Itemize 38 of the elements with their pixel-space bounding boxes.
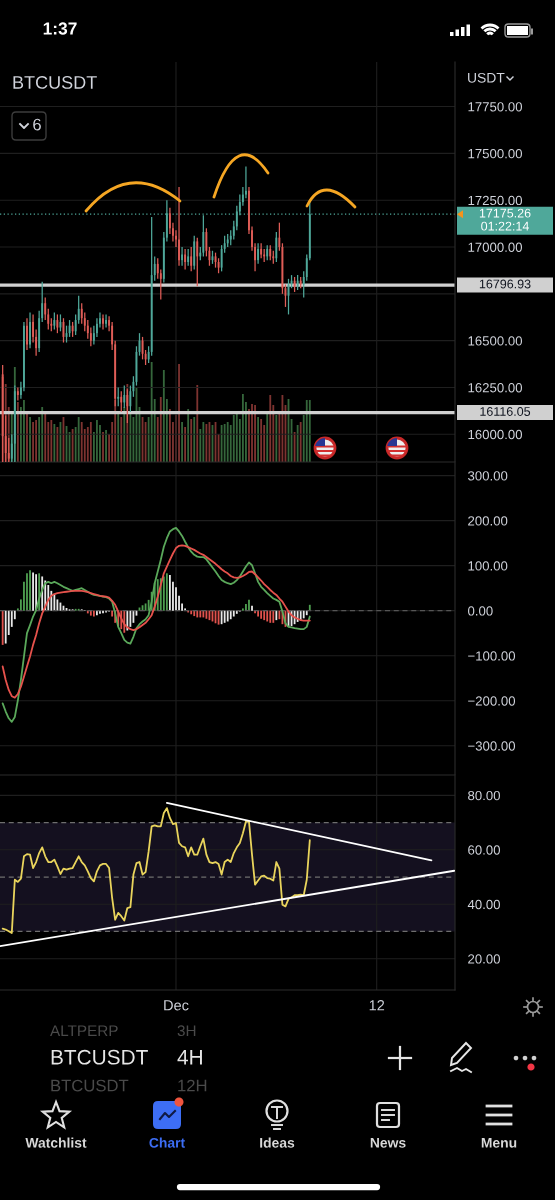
annotation: 6 <box>33 118 41 131</box>
text: Watchlist <box>25 1137 87 1148</box>
text: Menu <box>481 1138 517 1148</box>
text: 12H <box>178 1079 207 1092</box>
y-tick-label: 17000.00 <box>468 242 523 252</box>
y-tick-label: −100.00 <box>468 651 516 661</box>
y-tick-label: 17250.00 <box>468 195 523 206</box>
text: ALTPERP <box>50 1025 118 1036</box>
y-tick-label: 17500.00 <box>468 148 523 159</box>
y-tick-label: 100.00 <box>468 561 508 571</box>
ref-line-label: 16116.05 <box>480 407 531 416</box>
text: BTCUSDT <box>13 76 97 89</box>
text: News <box>370 1138 406 1148</box>
y-tick-label: −200.00 <box>468 696 516 706</box>
ref-line-label: 16796.93 <box>479 279 531 289</box>
y-tick-label: 300.00 <box>468 471 508 481</box>
y-tick-label: 80.00 <box>468 790 500 801</box>
text: Ideas <box>260 1137 295 1148</box>
text: BTCUSDT <box>51 1079 129 1092</box>
y-tick-label: 16000.00 <box>468 429 523 440</box>
y-tick-label: 200.00 <box>468 516 508 526</box>
y-tick-label: 16500.00 <box>468 336 523 346</box>
x-tick-label: 12 <box>369 1000 385 1011</box>
y-tick-label: −300.00 <box>468 741 516 751</box>
y-tick-label: 16250.00 <box>468 383 523 393</box>
text: BTCUSDT <box>51 1049 148 1065</box>
ref-line-label: 17175.26 01:22:14 <box>479 208 531 231</box>
x-tick-label: Dec <box>164 1000 189 1011</box>
y-tick-label: 40.00 <box>467 899 500 910</box>
y-axis-title: USDT <box>468 72 505 83</box>
y-tick-label: 20.00 <box>468 954 500 964</box>
y-tick-label: 17750.00 <box>468 102 523 112</box>
text: Chart <box>149 1137 185 1148</box>
y-tick-label: 0.00 <box>468 606 493 616</box>
text: 1:37 <box>43 22 77 35</box>
text: 4H <box>177 1050 202 1065</box>
y-tick-label: 60.00 <box>468 845 500 855</box>
text: 3H <box>177 1025 196 1037</box>
